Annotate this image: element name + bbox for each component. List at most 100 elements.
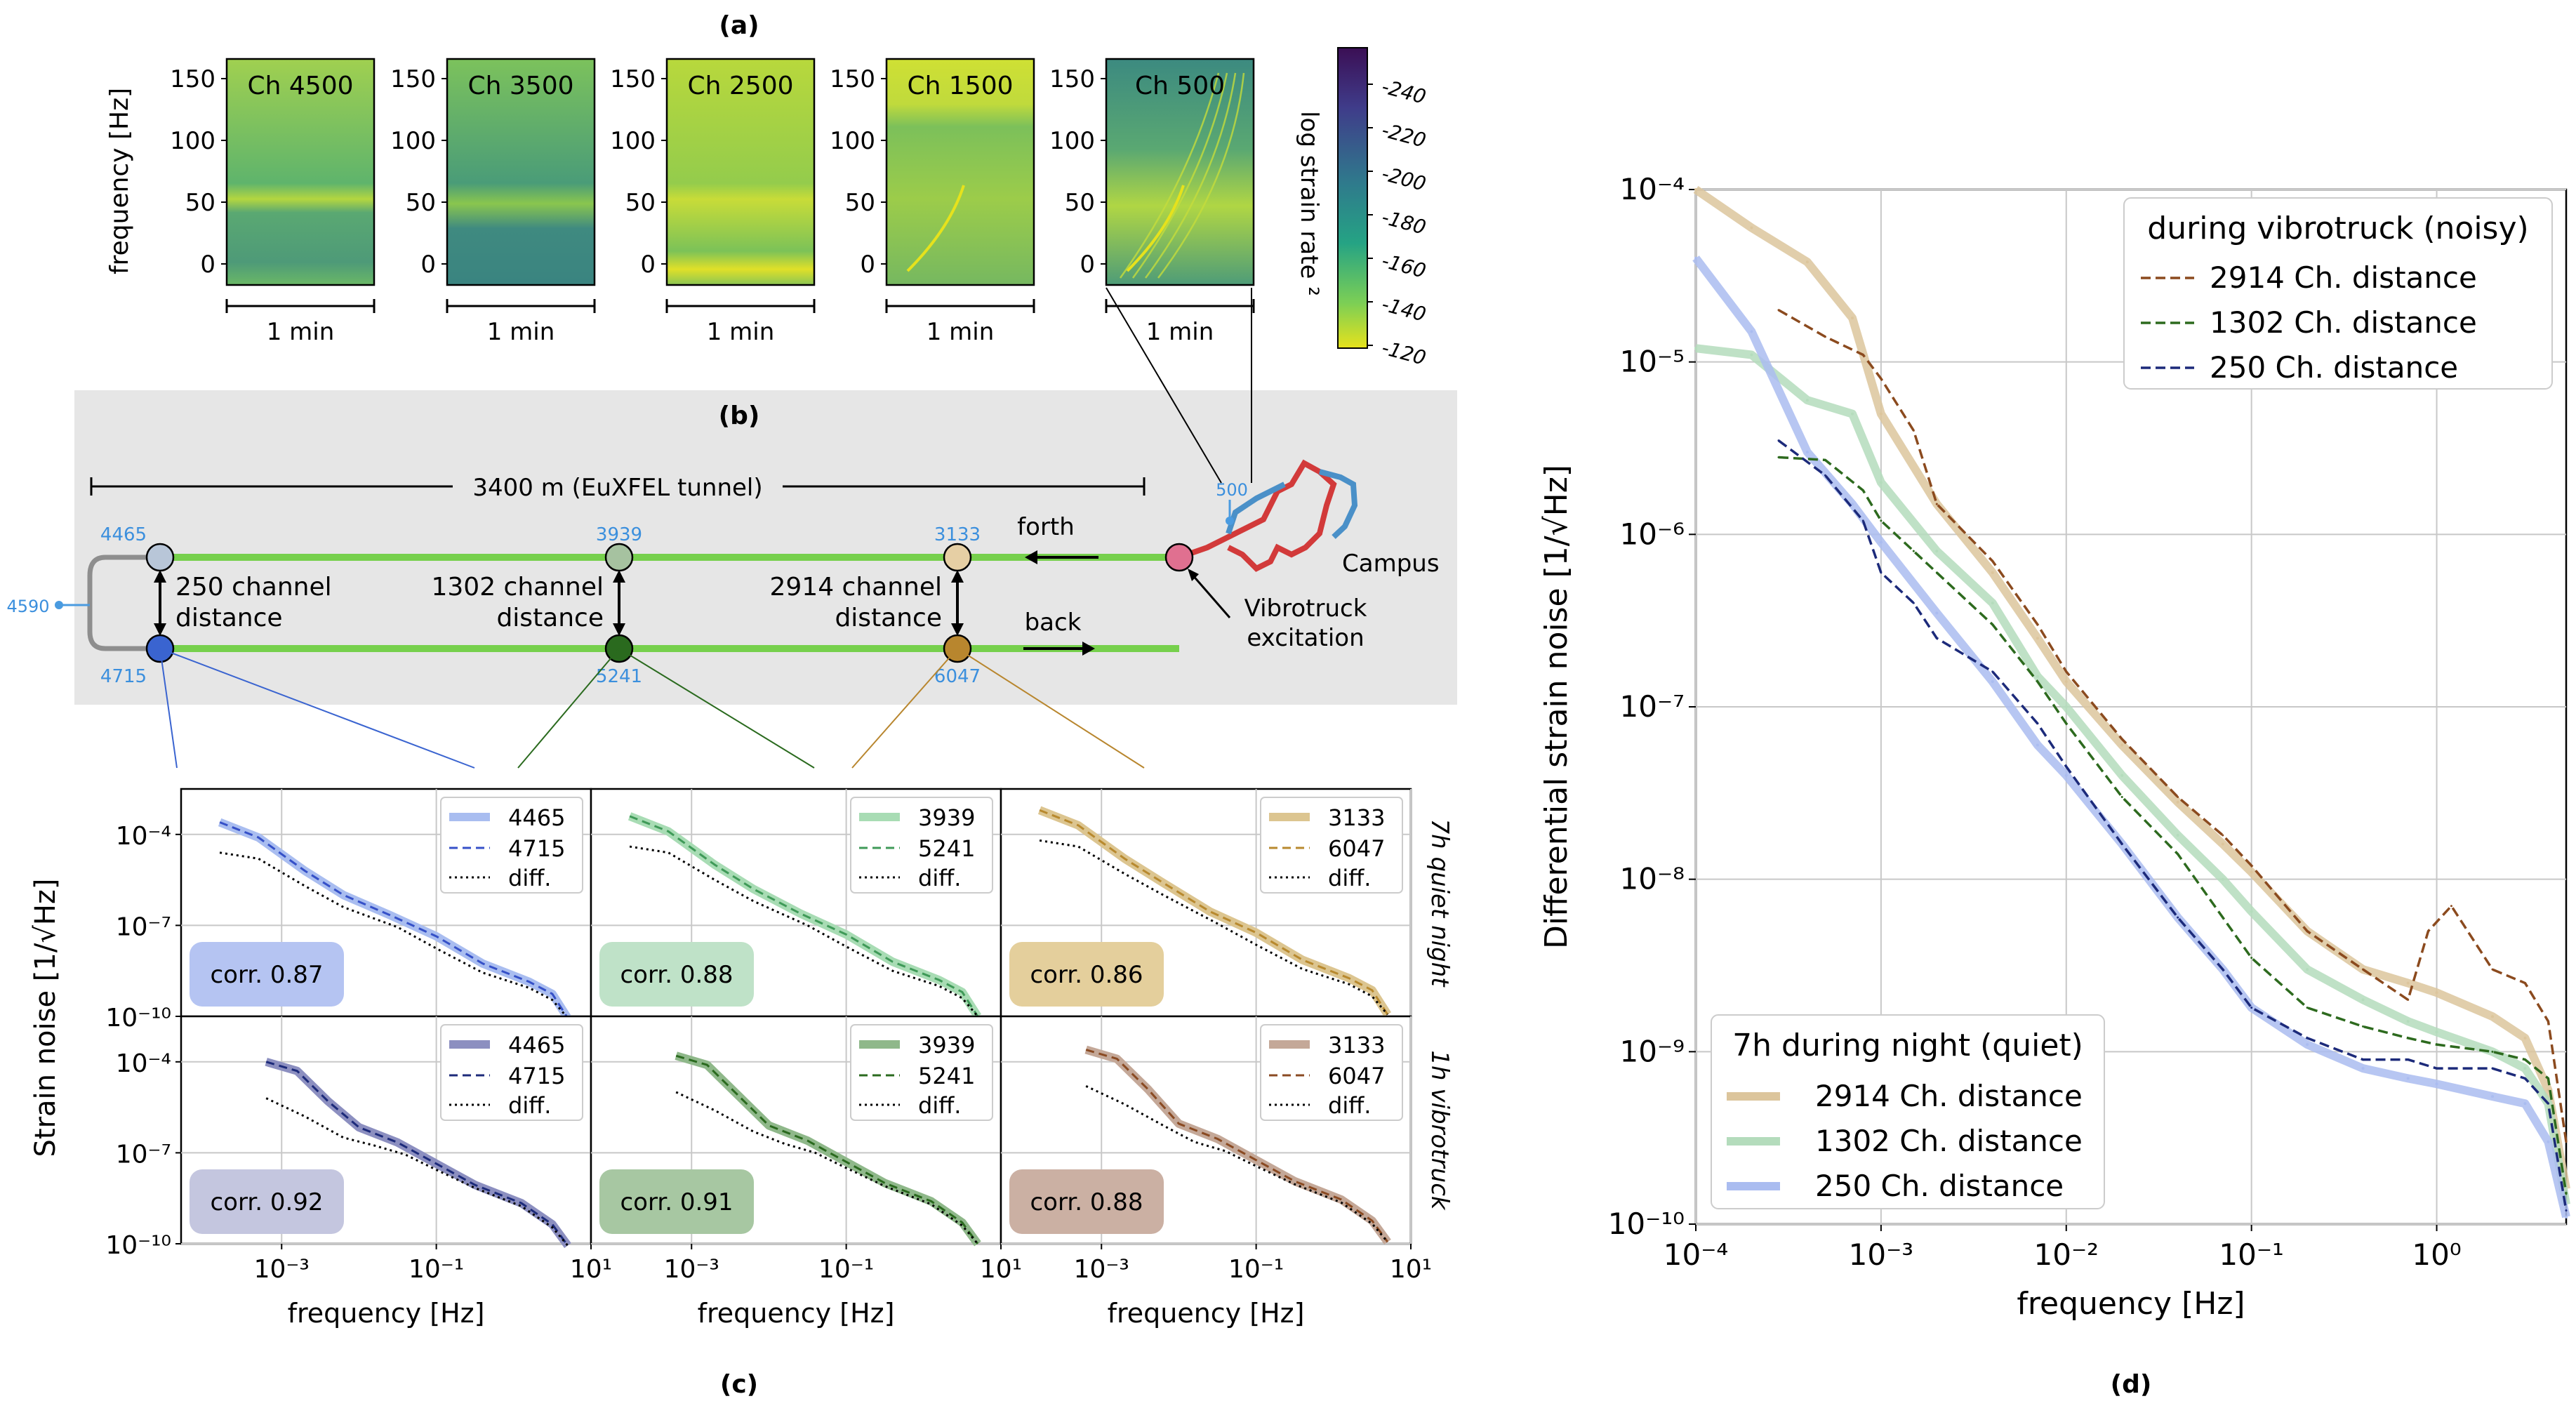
- point-noisy-6-14: [2362, 1058, 2365, 1061]
- corr-label-1-1: corr. 0.91: [620, 1188, 733, 1216]
- point-noisy-6-16: [2436, 1067, 2438, 1070]
- spec-ytick-label-5-1: 100: [1049, 127, 1095, 155]
- point-quiet-3-13: [2306, 1043, 2309, 1047]
- point-quiet-1-15: [2406, 981, 2410, 985]
- spec-ytick-label-4-1: 100: [830, 127, 875, 155]
- point-noisy-5-9: [2120, 795, 2123, 798]
- point-quiet-2-1: [1750, 353, 1753, 357]
- grid-ytick-label-0-1: 10⁻⁷: [116, 912, 171, 941]
- legend-text-a-1-0: 4465: [508, 1032, 565, 1058]
- main-ytick-label-5: 10⁻⁹: [1620, 1034, 1685, 1068]
- point-noisy-6-20: [2565, 1209, 2568, 1212]
- corr-box-0-0: [190, 942, 344, 1007]
- connector-1302-right: [618, 648, 815, 769]
- point-quiet-3-2: [1805, 451, 1809, 454]
- main-ytick-label-4: 10⁻⁸: [1620, 862, 1685, 896]
- corr-label-0-1: corr. 0.88: [620, 961, 733, 989]
- legend-text-diff-1-1: diff.: [918, 1092, 961, 1119]
- diagram-background: [74, 390, 1457, 705]
- colorbar-ticks: -240 -220 -200 -180 -160 -140 -120: [1367, 74, 1428, 370]
- point-noisy-5-0: [1777, 456, 1780, 458]
- point-quiet-3-17: [2490, 1095, 2494, 1098]
- legend-noisy: [2123, 197, 2553, 390]
- point-quiet-2-0: [1694, 347, 1697, 350]
- chirp-5: [1126, 185, 1185, 272]
- grid-xtick-label-0-0: 10⁻³: [254, 1255, 310, 1284]
- point-quiet-3-4: [1879, 540, 1883, 544]
- point-noisy-5-10: [2177, 853, 2179, 856]
- point-noisy-6-3: [1880, 571, 1883, 574]
- legend-quiet-label-0: 2914 Ch. distance: [1815, 1079, 2083, 1113]
- point-quiet-3-3: [1851, 503, 1854, 506]
- point-quiet-3-8: [2064, 773, 2068, 777]
- point-noisy-5-5: [1935, 571, 1938, 574]
- point-noisy-4-18: [2491, 968, 2494, 971]
- spec-ytick-label-3-1: 100: [610, 127, 656, 155]
- harmonic-2: [1131, 72, 1228, 279]
- point-noisy-5-15: [2407, 1037, 2410, 1040]
- point-noisy-4-15: [2407, 998, 2410, 1001]
- vibrotruck-label-2: excitation: [1247, 624, 1364, 652]
- legend-noisy-label-2: 250 Ch. distance: [2210, 350, 2458, 385]
- point-noisy-6-2: [1861, 519, 1864, 522]
- main-xtick-label-4: 10⁰: [2412, 1237, 2461, 1272]
- legend-quiet-title: 7h during night (quiet): [1732, 1028, 2083, 1063]
- point-noisy-6-1: [1824, 474, 1826, 477]
- point-quiet-2-4: [1879, 481, 1883, 484]
- channel-node-top-1: [145, 543, 175, 572]
- spectrogram-title-2: Ch 3500: [467, 72, 573, 100]
- point-noisy-5-13: [2306, 1007, 2309, 1009]
- colorbar: [1337, 47, 1368, 349]
- harmonic-3: [1144, 72, 1237, 279]
- legend-text-b-0-2: 6047: [1328, 835, 1385, 862]
- point-noisy-5-3: [1880, 519, 1883, 522]
- point-noisy-6-0: [1777, 439, 1780, 442]
- channel-top-label-3: 3133: [934, 524, 981, 545]
- point-quiet-2-14: [2361, 998, 2365, 1002]
- point-quiet-1-10: [2176, 800, 2179, 804]
- point-noisy-6-4: [1912, 602, 1915, 604]
- main-ytick-label-6: 10⁻¹⁰: [1608, 1207, 1685, 1241]
- point-noisy-4-8: [2065, 670, 2068, 673]
- point-noisy-6-18: [2523, 1077, 2526, 1080]
- cell-series-b-0-1: [629, 815, 979, 1017]
- connector-1302-left: [517, 648, 620, 769]
- point-noisy-4-5: [1935, 503, 1938, 505]
- main-chart: 10⁻⁴ 10⁻³ 10⁻² 10⁻¹ 10⁰ 10⁻⁴ 10⁻⁵ 10⁻⁶ 10⁻⁷ 10⁻⁸ 1…: [1539, 172, 2570, 1322]
- point-noisy-4-21: [2565, 1141, 2568, 1143]
- point-noisy-5-2: [1861, 489, 1864, 492]
- grid-y-label: Strain noise [1/√Hz]: [29, 878, 62, 1157]
- vibrotruck-label-1: Vibrotruck: [1244, 595, 1367, 623]
- grid-row-label-1: 1h vibrotruck: [1426, 1050, 1454, 1210]
- pair-arrowhead-down-3: [951, 623, 964, 636]
- point-noisy-5-8: [2065, 722, 2068, 725]
- duration-label-2: 1 min: [487, 318, 555, 346]
- point-noisy-5-4: [1912, 550, 1915, 552]
- legend-noisy-label-0: 2914 Ch. distance: [2210, 260, 2477, 295]
- spectrogram-3: [665, 58, 816, 286]
- point-quiet-1-17: [2490, 1015, 2494, 1018]
- point-quiet-1-9: [2120, 743, 2124, 747]
- pair-label-1-b: distance: [175, 604, 283, 632]
- grid-xlabel-1: frequency [Hz]: [698, 1298, 895, 1329]
- pair-label-1-a: 250 channel: [175, 573, 332, 602]
- point-quiet-3-1: [1750, 330, 1753, 333]
- grid-ytick-label-1-0: 10⁻⁴: [116, 1049, 171, 1078]
- series-noisy-4: [1778, 309, 2568, 1143]
- point-quiet-1-1: [1750, 226, 1753, 230]
- colorbar-tick-label-2: -200: [1379, 161, 1428, 195]
- main-xtick-label-1: 10⁻³: [1849, 1237, 1913, 1272]
- duration-label-3: 1 min: [707, 318, 775, 346]
- point-quiet-3-14: [2361, 1067, 2365, 1070]
- point-quiet-1-6: [1991, 571, 1994, 574]
- harmonic-4: [1157, 72, 1245, 279]
- point-noisy-6-15: [2407, 1058, 2410, 1061]
- connector-2914-right: [957, 648, 1145, 769]
- point-noisy-5-6: [1991, 623, 1994, 626]
- grid-xtick-label-1-0: 10⁻³: [664, 1255, 719, 1284]
- cell-series-diff-0-2: [1039, 839, 1389, 1016]
- grid-xtick-label-2-1: 10⁻¹: [1228, 1255, 1284, 1284]
- spec-ytick-label-2-1: 100: [390, 127, 436, 155]
- main-ytick-label-1: 10⁻⁵: [1620, 345, 1685, 379]
- colorbar-tick-label-5: -140: [1379, 292, 1428, 326]
